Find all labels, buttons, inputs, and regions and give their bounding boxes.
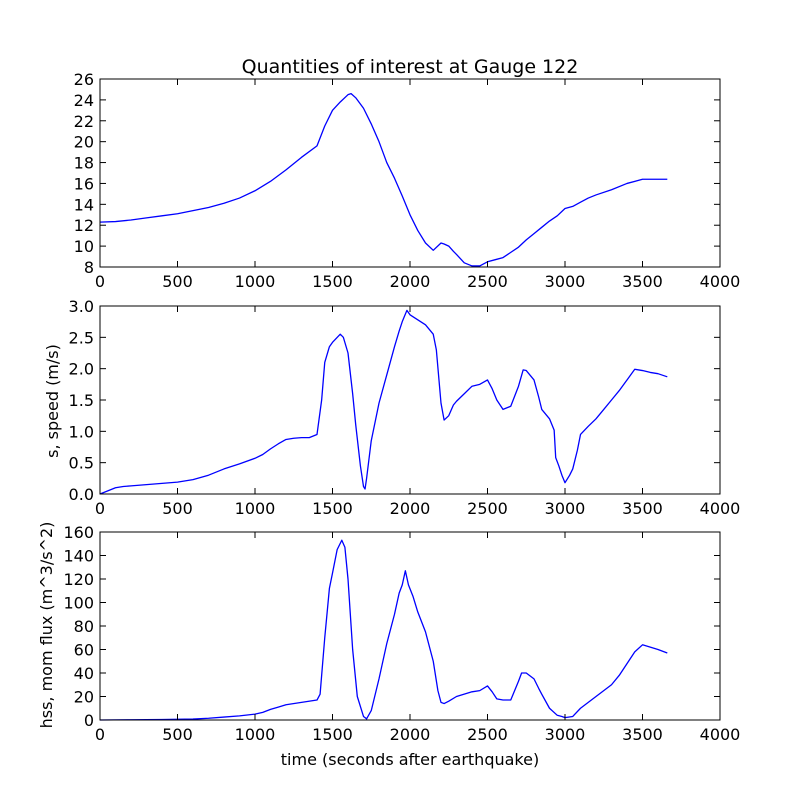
- x-tick-label-flux: 2000: [390, 725, 431, 744]
- y-tick-label-flux: 0: [84, 711, 94, 730]
- y-tick-label-speed: 2.5: [69, 328, 94, 347]
- y-tick-label-flux: 120: [63, 570, 94, 589]
- x-tick-label-flux: 2500: [467, 725, 508, 744]
- series-line-speed: [99, 309, 668, 495]
- x-tick-label-speed: 4000: [700, 499, 741, 518]
- y-tick-label-flux: 80: [74, 617, 94, 636]
- series-line-flux: [99, 539, 668, 721]
- x-tick-label-flux: 1000: [235, 725, 276, 744]
- x-tick-label-flux: 0: [95, 725, 105, 744]
- y-tick-label-flux: 100: [63, 594, 94, 613]
- x-tick-label-depth: 3500: [622, 272, 663, 291]
- y-tick-label-depth: 18: [74, 154, 94, 173]
- x-tick-label-depth: 3000: [545, 272, 586, 291]
- y-tick-label-speed: 1.0: [69, 422, 94, 441]
- x-tick-label-speed: 500: [162, 499, 193, 518]
- y-axis-label-speed: s, speed (m/s): [43, 344, 62, 458]
- series-line-depth: [99, 92, 668, 267]
- y-tick-label-flux: 60: [74, 641, 94, 660]
- x-tick-label-depth: 4000: [700, 272, 741, 291]
- y-tick-label-depth: 22: [74, 112, 94, 131]
- y-tick-label-flux: 40: [74, 664, 94, 683]
- x-tick-label-speed: 2500: [467, 499, 508, 518]
- y-tick-label-flux: 140: [63, 547, 94, 566]
- y-tick-label-depth: 8: [84, 258, 94, 277]
- x-tick-label-speed: 3000: [545, 499, 586, 518]
- x-tick-label-speed: 1000: [235, 499, 276, 518]
- panel-water-depth: 0 500 1000 1500 2000 2500 3000 3500 4000 8 10 12 14 1…: [74, 70, 741, 291]
- y-tick-label-speed: 1.5: [69, 391, 94, 410]
- y-tick-label-depth: 20: [74, 133, 94, 152]
- y-tick-label-depth: 14: [74, 195, 94, 214]
- x-tick-label-flux: 1500: [312, 725, 353, 744]
- x-tick-label-depth: 2500: [467, 272, 508, 291]
- x-axis-label: time (seconds after earthquake): [281, 750, 539, 769]
- x-tick-label-flux: 500: [162, 725, 193, 744]
- y-tick-label-depth: 16: [74, 174, 94, 193]
- y-tick-label-speed: 0.5: [69, 454, 94, 473]
- x-tick-label-depth: 1000: [235, 272, 276, 291]
- x-tick-label-speed: 2000: [390, 499, 431, 518]
- panel-speed: 0 500 1000 1500 2000 2500 3000 3500 4000 0.0 0.5 1.…: [69, 297, 741, 518]
- y-tick-label-depth: 12: [74, 216, 94, 235]
- x-tick-label-flux: 4000: [700, 725, 741, 744]
- x-tick-label-depth: 2000: [390, 272, 431, 291]
- y-axis-label-momentum-flux: hss, mom flux (m^3/s^2): [37, 522, 56, 729]
- panel-momentum-flux: 0 500 1000 1500 2000 2500 3000 3500 400002040608…: [63, 523, 740, 744]
- x-tick-label-flux: 3500: [622, 725, 663, 744]
- y-tick-label-depth: 24: [74, 91, 94, 110]
- y-tick-label-speed: 2.0: [69, 360, 94, 379]
- x-tick-label-speed: 0: [95, 499, 105, 518]
- x-tick-label-speed: 1500: [312, 499, 353, 518]
- x-tick-label-depth: 1500: [312, 272, 353, 291]
- y-tick-label-flux: 160: [63, 523, 94, 542]
- x-tick-label-speed: 3500: [622, 499, 663, 518]
- y-tick-label-depth: 10: [74, 237, 94, 256]
- x-tick-label-flux: 3000: [545, 725, 586, 744]
- y-tick-label-speed: 3.0: [69, 297, 94, 316]
- y-tick-label-flux: 20: [74, 688, 94, 707]
- x-tick-label-depth: 0: [95, 272, 105, 291]
- y-tick-label-speed: 0.0: [69, 485, 94, 504]
- chart-title: Quantities of interest at Gauge 122: [242, 56, 579, 78]
- y-tick-label-depth: 26: [74, 70, 94, 89]
- x-tick-label-depth: 500: [162, 272, 193, 291]
